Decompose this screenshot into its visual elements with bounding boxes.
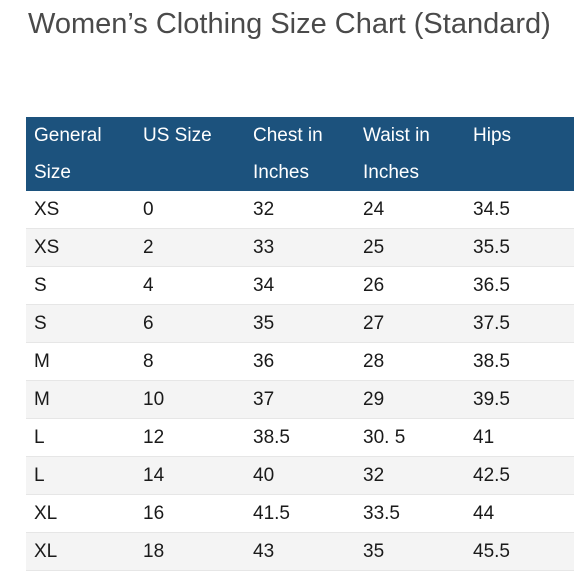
chest-cell: 32 (245, 191, 355, 229)
us-size-cell: 16 (135, 494, 245, 533)
us-size-cell: 8 (135, 342, 245, 381)
us-size-cell: 4 (135, 266, 245, 305)
page-title: Women’s Clothing Size Chart (Standard) (28, 8, 551, 40)
chest-cell: 40 (245, 456, 355, 495)
waist-cell: 30. 5 (355, 418, 465, 457)
hips-cell: 38.5 (465, 342, 574, 381)
general-size-cell: M (26, 342, 135, 381)
hips-cell: 41 (465, 418, 574, 457)
size-chart-table: General Size US Size Chest in Inches Wai… (26, 117, 574, 571)
general-size-cell: M (26, 380, 135, 419)
chest-cell: 41.5 (245, 494, 355, 533)
general-size-cell: L (26, 456, 135, 495)
chest-cell: 36 (245, 342, 355, 381)
header-line: Inches (253, 162, 309, 183)
table-row: L 12 38.5 30. 5 41 (26, 418, 574, 457)
us-size-cell: 12 (135, 418, 245, 457)
general-size-cell: XL (26, 494, 135, 533)
chest-cell: 33 (245, 228, 355, 267)
waist-cell: 28 (355, 342, 465, 381)
hips-cell: 44 (465, 494, 574, 533)
table-row: XL 16 41.5 33.5 44 (26, 494, 574, 533)
header-line: US Size (143, 125, 212, 146)
general-size-cell: XS (26, 191, 135, 229)
general-size-cell: XS (26, 228, 135, 267)
waist-cell: 25 (355, 228, 465, 267)
table-row: M 8 36 28 38.5 (26, 342, 574, 381)
general-size-cell: S (26, 304, 135, 343)
general-size-cell: S (26, 266, 135, 305)
table-row: S 4 34 26 36.5 (26, 266, 574, 305)
hips-cell: 34.5 (465, 191, 574, 229)
hips-cell: 37.5 (465, 304, 574, 343)
waist-cell: 33.5 (355, 494, 465, 533)
table-header: General Size US Size Chest in Inches Wai… (26, 117, 574, 191)
header-waist: Waist in Inches (355, 117, 465, 191)
size-chart-table-container: General Size US Size Chest in Inches Wai… (26, 117, 574, 571)
general-size-cell: XL (26, 532, 135, 571)
header-general-size: General Size (26, 117, 135, 191)
header-hips: Hips (465, 117, 574, 191)
us-size-cell: 2 (135, 228, 245, 267)
hips-cell: 39.5 (465, 380, 574, 419)
waist-cell: 35 (355, 532, 465, 571)
waist-cell: 27 (355, 304, 465, 343)
table-row: XL 18 43 35 45.5 (26, 532, 574, 571)
table-row: S 6 35 27 37.5 (26, 304, 574, 343)
chest-cell: 35 (245, 304, 355, 343)
us-size-cell: 10 (135, 380, 245, 419)
hips-cell: 42.5 (465, 456, 574, 495)
waist-cell: 24 (355, 191, 465, 229)
waist-cell: 32 (355, 456, 465, 495)
us-size-cell: 18 (135, 532, 245, 571)
hips-cell: 45.5 (465, 532, 574, 571)
chest-cell: 43 (245, 532, 355, 571)
header-line: Size (34, 162, 71, 183)
header-line: General (34, 125, 102, 146)
general-size-cell: L (26, 418, 135, 457)
header-us-size: US Size (135, 117, 245, 191)
table-row: XS 0 32 24 34.5 (26, 191, 574, 229)
header-line: Hips (473, 125, 512, 146)
header-line: Waist in (363, 125, 430, 146)
us-size-cell: 0 (135, 191, 245, 229)
header-row: General Size US Size Chest in Inches Wai… (26, 117, 574, 191)
chest-cell: 34 (245, 266, 355, 305)
header-line: Chest in (253, 125, 323, 146)
chest-cell: 37 (245, 380, 355, 419)
us-size-cell: 6 (135, 304, 245, 343)
us-size-cell: 14 (135, 456, 245, 495)
waist-cell: 26 (355, 266, 465, 305)
hips-cell: 36.5 (465, 266, 574, 305)
table-row: L 14 40 32 42.5 (26, 456, 574, 495)
header-chest: Chest in Inches (245, 117, 355, 191)
header-line: Inches (363, 162, 419, 183)
waist-cell: 29 (355, 380, 465, 419)
chest-cell: 38.5 (245, 418, 355, 457)
table-body: XS 0 32 24 34.5 XS 2 33 25 35.5 S 4 34 26 36.5 S 6 35 27 37… (26, 191, 574, 571)
table-row: XS 2 33 25 35.5 (26, 228, 574, 267)
table-row: M 10 37 29 39.5 (26, 380, 574, 419)
hips-cell: 35.5 (465, 228, 574, 267)
